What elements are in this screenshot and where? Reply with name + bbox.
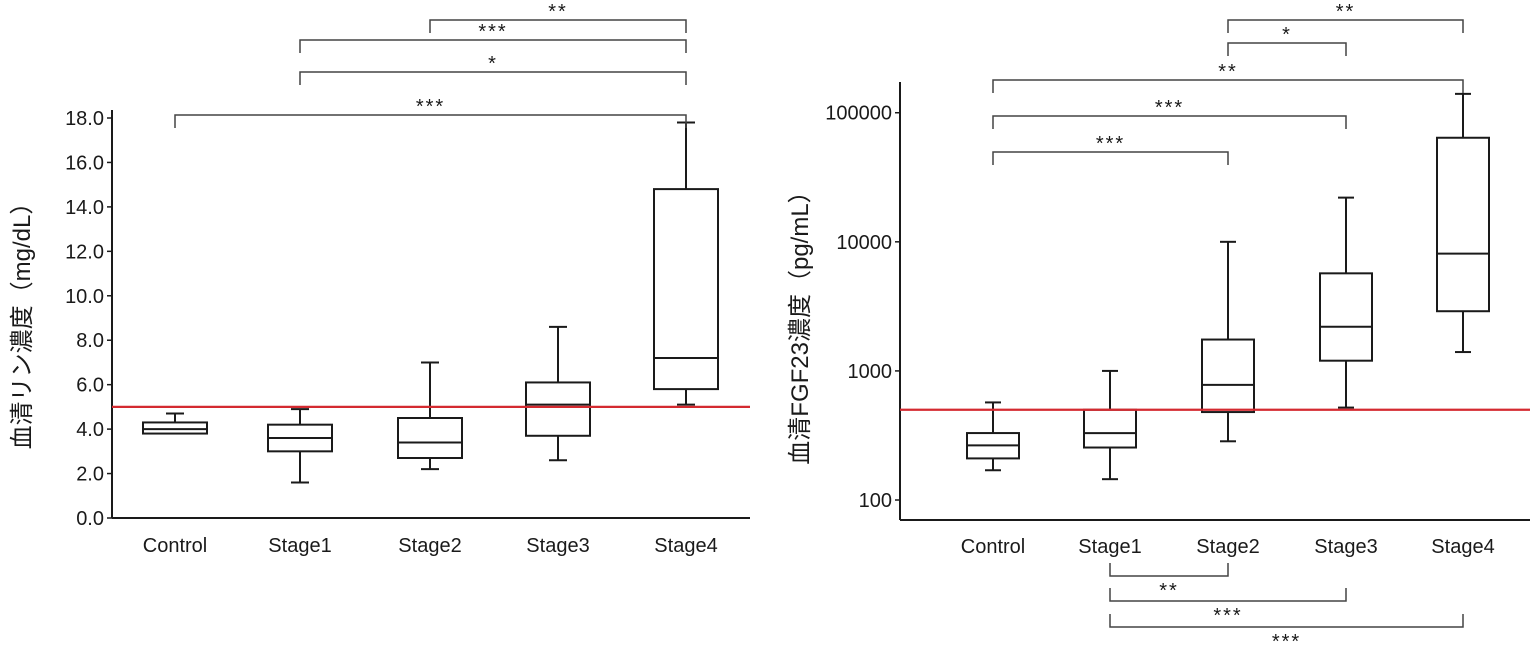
y-tick-label: 4.0: [76, 419, 104, 441]
box-control: [142, 412, 208, 435]
significance-stars: ***: [1155, 97, 1184, 119]
significance-bracket: [299, 39, 687, 53]
x-category-label: Stage3: [526, 535, 589, 557]
y-tick-label: 8.0: [76, 330, 104, 352]
chart-serum-fgf23: 100 1000 10000 100000 血清FGF23濃度（pg/mL） Contro…: [787, 1, 1530, 650]
significance-stars: ***: [1213, 605, 1242, 627]
significance-stars: *: [1282, 24, 1292, 46]
y-tick-label: 12.0: [65, 241, 104, 263]
y-tick-label: 0.0: [76, 508, 104, 530]
x-category-label: Stage1: [1078, 536, 1141, 558]
y-axis-label: 血清FGF23濃度（pg/mL）: [787, 179, 814, 464]
y-tick-label: 10000: [836, 232, 892, 254]
chart-serum-phosphorus: 0.0 2.0 4.0 6.0 8.0 10.0 12.0 14.0 16.0 18.0 血清リン濃…: [9, 1, 750, 557]
significance-bracket: [1109, 563, 1229, 577]
box-control: [966, 401, 1020, 472]
significance-stars: ***: [478, 21, 507, 43]
box-iqr: [142, 421, 208, 435]
significance-stars: **: [1336, 1, 1356, 23]
box-iqr: [1083, 408, 1137, 449]
y-tick-label: 100: [859, 490, 892, 512]
box-iqr: [653, 188, 719, 391]
x-category-label: Control: [961, 536, 1025, 558]
box-iqr: [525, 381, 591, 437]
x-category-label: Stage3: [1314, 536, 1377, 558]
box-stage4: [653, 121, 719, 406]
y-tick-label: 16.0: [65, 152, 104, 174]
significance-stars: **: [1218, 61, 1238, 83]
box-stage3: [525, 325, 591, 462]
y-axis-label: 血清リン濃度（mg/dL）: [9, 191, 36, 450]
y-tick-label: 1000: [848, 361, 893, 383]
significance-stars: ***: [1272, 631, 1301, 650]
y-tick-label: 100000: [825, 103, 892, 125]
y-tick-label: 14.0: [65, 197, 104, 219]
y-tick-label: 6.0: [76, 375, 104, 397]
y-tick-label: 18.0: [65, 108, 104, 130]
box-iqr: [1319, 272, 1373, 362]
significance-bracket: [174, 114, 687, 128]
box-stage2: [397, 361, 463, 471]
y-tick-label: 2.0: [76, 464, 104, 486]
significance-stars: ***: [1096, 133, 1125, 155]
significance-stars: ***: [416, 96, 445, 118]
box-stage1: [267, 408, 333, 484]
significance-bracket: [1109, 588, 1347, 602]
x-category-label: Stage1: [268, 535, 331, 557]
significance-bracket: [992, 151, 1229, 165]
box-iqr: [397, 417, 463, 459]
x-category-label: Control: [143, 535, 207, 557]
significance-bracket: [992, 79, 1464, 93]
x-category-label: Stage4: [654, 535, 717, 557]
box-iqr: [1436, 136, 1490, 313]
box-stage3: [1319, 196, 1373, 409]
significance-bracket: [1227, 42, 1347, 56]
significance-stars: **: [548, 1, 568, 23]
significance-bracket: [429, 19, 687, 33]
box-stage1: [1083, 369, 1137, 481]
box-stage4: [1436, 92, 1490, 354]
significance-bracket: [1227, 19, 1464, 33]
significance-bracket: [992, 115, 1347, 129]
box-stage2: [1201, 240, 1255, 443]
significance-bracket: [1109, 614, 1464, 628]
x-category-label: Stage2: [398, 535, 461, 557]
significance-stars: *: [488, 53, 498, 75]
significance-bracket: [299, 71, 687, 85]
x-category-label: Stage4: [1431, 536, 1494, 558]
box-iqr: [1201, 338, 1255, 414]
significance-stars: **: [1159, 580, 1179, 602]
y-tick-label: 10.0: [65, 286, 104, 308]
x-category-label: Stage2: [1196, 536, 1259, 558]
